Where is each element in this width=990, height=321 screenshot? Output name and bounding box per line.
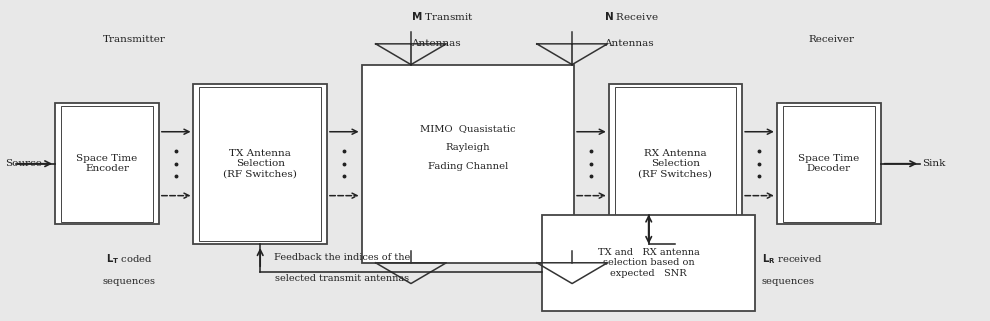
Text: Space Time
Encoder: Space Time Encoder [76,154,138,173]
Text: Fading Channel: Fading Channel [428,162,508,171]
Text: RX Antenna
Selection
(RF Switches): RX Antenna Selection (RF Switches) [639,149,713,178]
Text: Source: Source [5,159,42,168]
Text: $\mathbf{L_R}$ received: $\mathbf{L_R}$ received [762,253,823,266]
FancyBboxPatch shape [777,103,880,224]
Text: Space Time
Decoder: Space Time Decoder [798,154,859,173]
Text: $\mathbf{L_T}$ coded: $\mathbf{L_T}$ coded [106,253,152,266]
Text: Feedback the indices of the: Feedback the indices of the [273,254,410,263]
Text: Sink: Sink [922,159,945,168]
FancyBboxPatch shape [199,87,321,241]
Text: sequences: sequences [103,277,155,286]
FancyBboxPatch shape [193,84,327,244]
Text: Antennas: Antennas [604,39,653,48]
FancyBboxPatch shape [615,87,737,241]
Text: $\mathbf{M}$ Transmit: $\mathbf{M}$ Transmit [411,10,474,22]
FancyBboxPatch shape [61,106,152,221]
FancyBboxPatch shape [783,106,874,221]
FancyBboxPatch shape [543,215,755,311]
Text: Transmitter: Transmitter [103,35,165,44]
Text: TX Antenna
Selection
(RF Switches): TX Antenna Selection (RF Switches) [224,149,297,178]
FancyBboxPatch shape [609,84,742,244]
FancyBboxPatch shape [55,103,158,224]
FancyBboxPatch shape [361,65,574,263]
Text: sequences: sequences [762,277,815,286]
Text: $\mathbf{N}$ Receive: $\mathbf{N}$ Receive [604,10,658,22]
Text: MIMO  Quasistatic: MIMO Quasistatic [420,124,516,133]
Text: Receiver: Receiver [808,35,854,44]
Text: Rayleigh: Rayleigh [446,143,490,152]
Text: selected transmit antennas: selected transmit antennas [274,274,409,283]
Text: TX and   RX antenna
selection based on
expected   SNR: TX and RX antenna selection based on exp… [598,248,700,278]
Text: Antennas: Antennas [411,39,460,48]
